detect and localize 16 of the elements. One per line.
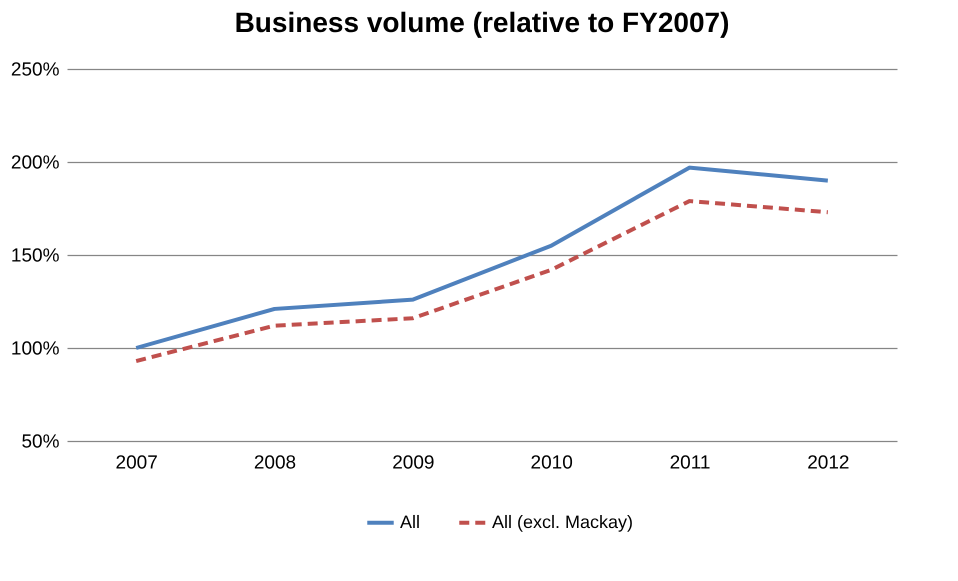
- chart-title: Business volume (relative to FY2007): [234, 7, 730, 38]
- line-series: [134, 166, 830, 350]
- x-tick-label: 2007: [116, 452, 158, 474]
- line-series: [134, 199, 830, 364]
- x-tick-label: 2011: [670, 452, 710, 474]
- x-tick-label: 2010: [530, 452, 573, 474]
- x-tick-label: 2008: [254, 452, 296, 474]
- x-tick-label: 2012: [807, 452, 850, 474]
- x-tick-label: 2009: [392, 452, 434, 474]
- y-tick-label: 100%: [10, 338, 60, 360]
- y-tick-label: 200%: [10, 152, 60, 174]
- y-tick-label: 250%: [10, 60, 60, 80]
- legend-label: All: [400, 512, 420, 532]
- y-tick-label: 150%: [10, 246, 60, 266]
- y-tick-label: 50%: [21, 432, 60, 452]
- legend-label: All (excl. Mackay): [492, 512, 634, 532]
